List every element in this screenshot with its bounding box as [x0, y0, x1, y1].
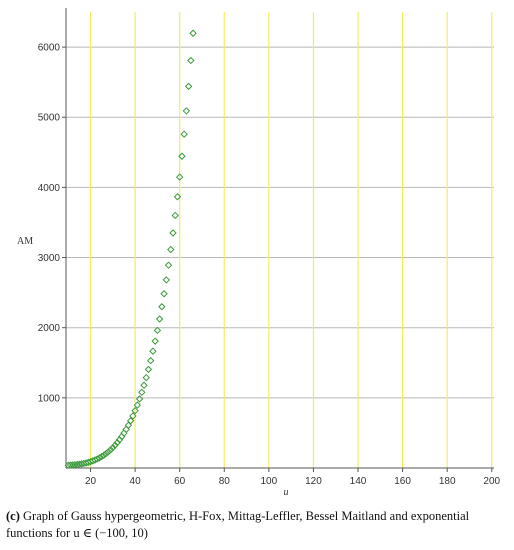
- x-tick-label: 20: [85, 476, 97, 487]
- x-tick-label: 160: [394, 476, 411, 487]
- data-point: [155, 315, 164, 323]
- data-point: [133, 401, 142, 409]
- data-point: [184, 82, 193, 91]
- data-point: [144, 365, 153, 374]
- data-point: [160, 290, 168, 298]
- data-point: [158, 303, 166, 311]
- x-tick-label: 180: [439, 476, 456, 487]
- data-point: [162, 276, 171, 284]
- caption-text: Graph of Gauss hypergeometric, H-Fox, Mi…: [6, 509, 470, 540]
- data-point: [175, 173, 184, 181]
- data-point: [140, 381, 148, 389]
- data-point: [109, 443, 117, 452]
- x-tick-labels: 20 40 60 80 100 120 140 160 180 200: [85, 476, 501, 487]
- data-point: [173, 193, 182, 201]
- data-point: [104, 448, 113, 456]
- data-point: [97, 452, 106, 461]
- axes: [62, 8, 494, 472]
- data-point: [187, 56, 195, 65]
- data-point: [126, 417, 135, 425]
- data-point: [129, 412, 137, 420]
- y-tick-label: 3000: [38, 253, 61, 264]
- x-tick-label: 40: [130, 476, 142, 487]
- x-tick-label: 80: [219, 476, 231, 487]
- x-tick-label: 120: [305, 476, 322, 487]
- data-point: [164, 261, 173, 269]
- data-point: [180, 130, 188, 138]
- data-point: [147, 356, 155, 365]
- data-point: [138, 388, 146, 397]
- data-point: [149, 347, 157, 355]
- x-axis-label: u: [284, 487, 289, 498]
- y-tick-labels: 1000 2000 3000 4000 5000 6000: [38, 43, 61, 405]
- data-point: [142, 373, 150, 382]
- data-point: [169, 229, 177, 237]
- data-point: [167, 245, 175, 254]
- data-point: [171, 211, 179, 220]
- y-tick-label: 4000: [38, 183, 61, 194]
- y-tick-label: 1000: [38, 393, 61, 404]
- data-point: [178, 152, 186, 160]
- caption-letter: (c): [6, 509, 20, 523]
- data-point: [100, 451, 108, 459]
- chart: 20 40 60 80 100 120 140 160 180 200 1000 2000 3000 4…: [17, 8, 501, 498]
- data-point: [95, 454, 104, 462]
- data-point: [124, 421, 133, 429]
- figure-caption: (c) Graph of Gauss hypergeometric, H-Fox…: [6, 508, 510, 542]
- data-series: [64, 29, 197, 469]
- data-point: [111, 441, 119, 449]
- data-point: [153, 326, 162, 335]
- data-point: [189, 29, 197, 37]
- data-point: [106, 446, 115, 454]
- x-tick-label: 140: [350, 476, 367, 487]
- data-point: [182, 107, 191, 115]
- grid: [66, 12, 494, 468]
- data-point: [131, 406, 139, 415]
- y-tick-label: 5000: [38, 113, 61, 124]
- y-tick-label: 6000: [38, 43, 61, 54]
- data-point: [122, 425, 130, 434]
- data-point: [135, 395, 144, 403]
- data-point: [102, 449, 110, 458]
- data-point: [93, 455, 101, 463]
- data-point: [151, 337, 159, 345]
- x-tick-label: 100: [261, 476, 278, 487]
- data-point: [113, 438, 121, 447]
- y-tick-label: 2000: [38, 323, 61, 334]
- x-tick-label: 60: [174, 476, 186, 487]
- x-tick-label: 200: [483, 476, 500, 487]
- y-axis-label: AM: [17, 236, 33, 247]
